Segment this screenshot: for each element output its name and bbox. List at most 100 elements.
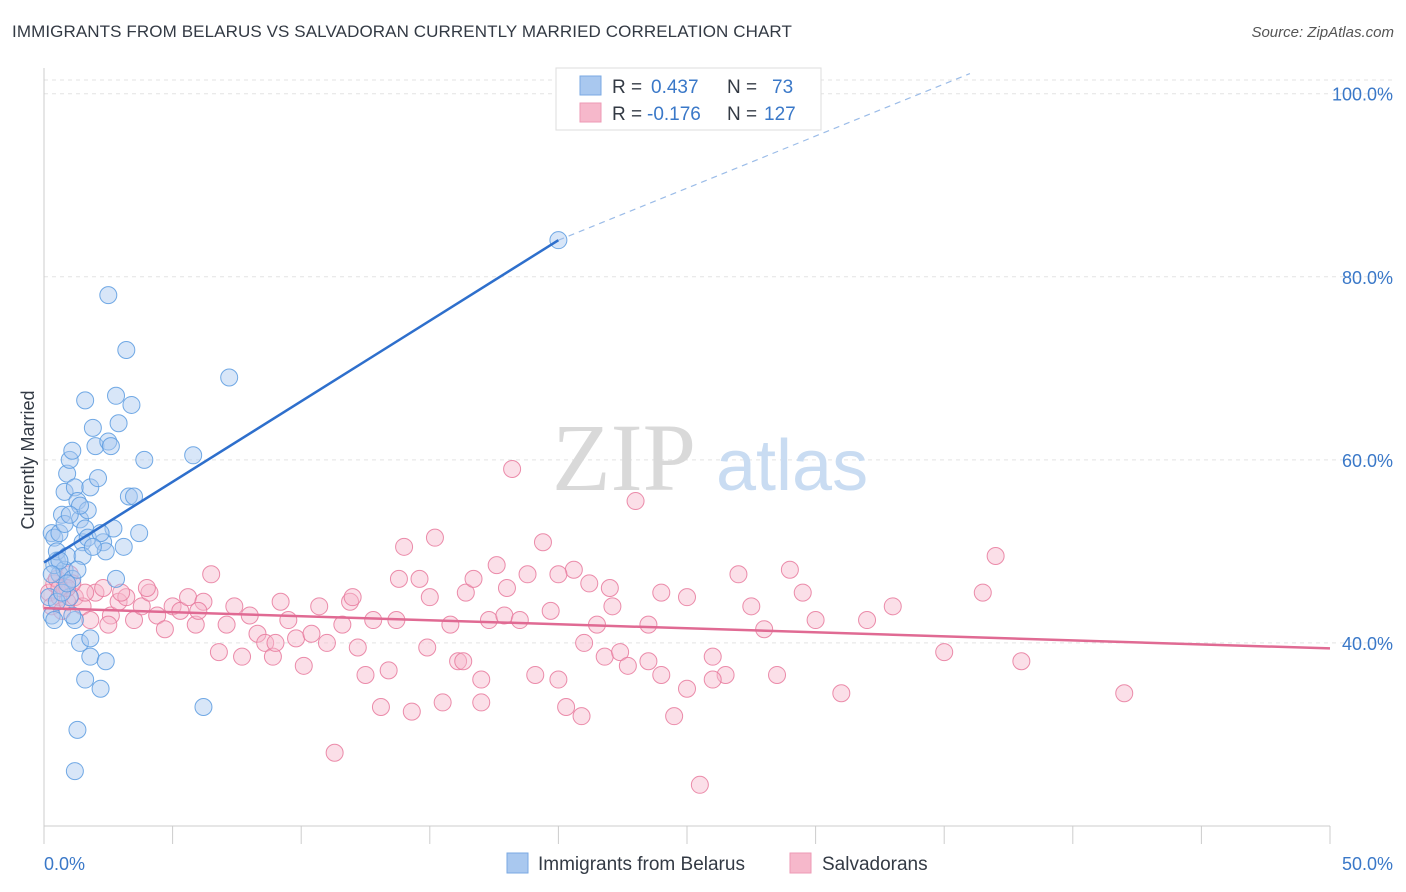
point-belarus <box>91 679 110 698</box>
point-salvadoran <box>479 611 498 630</box>
point-salvadoran <box>364 611 383 630</box>
point-salvadoran <box>225 597 244 616</box>
point-salvadoran <box>557 698 576 717</box>
point-belarus <box>71 633 90 652</box>
point-salvadoran <box>526 665 545 684</box>
point-salvadoran <box>356 665 375 684</box>
legend-bottom-label-belarus: Immigrants from Belarus <box>538 854 745 875</box>
point-belarus <box>135 450 154 469</box>
point-salvadoran <box>317 633 336 652</box>
point-salvadoran <box>472 670 491 689</box>
point-salvadoran <box>171 601 190 620</box>
point-salvadoran <box>343 588 362 607</box>
point-salvadoran <box>1115 684 1134 703</box>
point-salvadoran <box>600 579 619 598</box>
point-belarus <box>55 514 74 533</box>
x-tick-label: 50.0% <box>1342 854 1393 874</box>
point-belarus <box>101 437 120 456</box>
point-salvadoran <box>572 707 591 726</box>
point-belarus <box>99 286 118 305</box>
watermark-atlas: atlas <box>716 426 868 506</box>
legend-top: R = 0.437 N = 73 R = -0.176 N = 127 <box>555 67 822 131</box>
point-belarus <box>55 482 74 501</box>
point-belarus <box>114 537 133 556</box>
point-belarus <box>83 418 102 437</box>
point-salvadoran <box>418 638 437 657</box>
point-salvadoran <box>973 583 992 602</box>
point-salvadoran <box>755 620 774 639</box>
axes <box>43 68 1331 844</box>
tick-labels: 40.0% 60.0% 80.0% 100.0% 0.0% 50.0% <box>44 85 1393 874</box>
point-salvadoran <box>348 638 367 657</box>
watermark: ZIP atlas <box>552 404 868 511</box>
chart-title: IMMIGRANTS FROM BELARUS VS SALVADORAN CU… <box>12 22 792 41</box>
legend-r-label: R = <box>612 104 642 125</box>
point-belarus <box>65 478 84 497</box>
point-salvadoran <box>518 565 537 584</box>
point-salvadoran <box>202 565 221 584</box>
point-salvadoran <box>883 597 902 616</box>
point-salvadoran <box>302 624 321 643</box>
point-salvadoran <box>690 775 709 794</box>
point-salvadoran <box>678 679 696 698</box>
point-salvadoran <box>464 569 483 588</box>
point-salvadoran <box>81 611 100 630</box>
point-belarus <box>83 537 102 556</box>
point-salvadoran <box>611 643 630 662</box>
point-salvadoran <box>832 684 851 703</box>
point-belarus <box>47 592 66 611</box>
point-belarus <box>81 629 100 648</box>
point-salvadoran <box>510 611 529 630</box>
point-salvadoran <box>703 670 722 689</box>
point-belarus <box>122 395 141 414</box>
point-salvadoran <box>379 661 398 680</box>
trendline-belarus <box>43 239 560 564</box>
y-axis-title: Currently Married <box>18 390 38 529</box>
gridlines <box>44 79 1395 644</box>
point-salvadoran <box>1012 652 1031 671</box>
point-salvadoran <box>420 588 439 607</box>
point-salvadoran <box>325 743 344 762</box>
point-salvadoran <box>503 460 522 479</box>
point-salvadoran <box>703 647 722 666</box>
point-salvadoran <box>678 588 696 607</box>
point-salvadoran <box>333 615 352 634</box>
y-tick-label: 100.0% <box>1332 85 1393 105</box>
point-salvadoran <box>806 611 825 630</box>
point-belarus <box>63 441 82 460</box>
point-belarus <box>96 652 115 671</box>
point-salvadoran <box>137 579 156 598</box>
point-salvadoran <box>858 611 877 630</box>
point-salvadoran <box>256 633 275 652</box>
legend-bottom-label-salvadorans: Salvadorans <box>822 854 928 875</box>
point-belarus <box>76 670 95 689</box>
point-salvadoran <box>287 629 306 648</box>
point-salvadoran <box>371 698 390 717</box>
legend-r-label: R = <box>612 77 642 98</box>
point-salvadoran <box>294 656 313 675</box>
point-salvadoran <box>410 569 429 588</box>
point-salvadoran <box>580 574 599 593</box>
point-salvadoran <box>665 707 684 726</box>
source-note: Source: ZipAtlas.com <box>1251 24 1394 41</box>
point-belarus <box>71 496 90 515</box>
point-belarus <box>130 524 149 543</box>
legend-bottom: Immigrants from Belarus Salvadorans <box>506 852 928 875</box>
point-belarus <box>117 341 136 360</box>
point-salvadoran <box>639 652 658 671</box>
point-salvadoran <box>248 624 267 643</box>
point-salvadoran <box>449 652 468 671</box>
trendline-belarus-extension <box>558 73 971 241</box>
point-belarus <box>107 386 126 405</box>
point-belarus <box>109 414 128 433</box>
legend-bottom-swatch-salvadorans <box>789 852 812 874</box>
point-salvadoran <box>639 615 658 634</box>
point-salvadoran <box>186 615 205 634</box>
point-salvadoran <box>279 611 298 630</box>
point-salvadoran <box>266 633 285 652</box>
point-belarus <box>50 524 69 543</box>
point-salvadoran <box>793 583 812 602</box>
legend-n-label: N = <box>727 104 757 125</box>
point-belarus <box>58 464 77 483</box>
point-belarus <box>76 391 95 410</box>
